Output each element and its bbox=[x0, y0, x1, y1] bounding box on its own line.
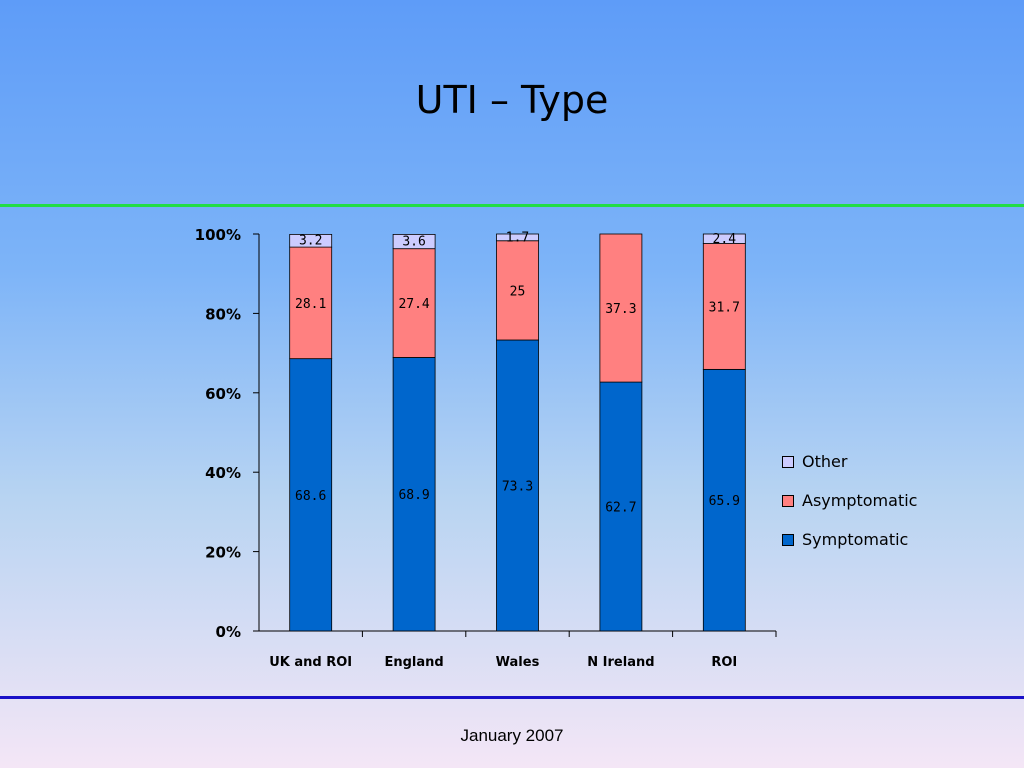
data-label-asymptomatic-england: 27.4 bbox=[398, 297, 429, 312]
data-label-asymptomatic-uk-and-roi: 28.1 bbox=[295, 297, 326, 312]
legend-label-other: Other bbox=[802, 452, 848, 471]
bar-asymptomatic-n-ireland bbox=[599, 233, 643, 383]
bottom-divider bbox=[0, 696, 1024, 699]
y-tick-label: 0% bbox=[216, 623, 241, 641]
x-category-label: England bbox=[384, 655, 443, 670]
chart-legend: Other Asymptomatic Symptomatic bbox=[782, 442, 917, 559]
bar-asymptomatic-roi bbox=[702, 243, 746, 370]
bar-other-roi bbox=[702, 233, 746, 244]
data-label-asymptomatic-n-ireland: 37.3 bbox=[605, 302, 636, 317]
x-category-label: Wales bbox=[496, 655, 540, 670]
legend-item-asymptomatic: Asymptomatic bbox=[782, 481, 917, 520]
data-label-other-roi: 2.4 bbox=[713, 232, 737, 247]
bar-other-wales bbox=[496, 233, 539, 242]
y-tick-label: 100% bbox=[195, 226, 241, 244]
y-tick-label: 40% bbox=[205, 464, 241, 482]
bar-symptomatic-england bbox=[392, 357, 436, 632]
data-label-symptomatic-n-ireland: 62.7 bbox=[605, 501, 636, 516]
footer-date: January 2007 bbox=[460, 726, 564, 745]
legend-label-asymptomatic: Asymptomatic bbox=[802, 491, 918, 510]
legend-item-symptomatic: Symptomatic bbox=[782, 520, 917, 559]
legend-item-other: Other bbox=[782, 442, 917, 481]
bar-symptomatic-n-ireland bbox=[599, 381, 643, 632]
legend-swatch-asymptomatic bbox=[782, 494, 794, 507]
data-label-symptomatic-uk-and-roi: 68.6 bbox=[295, 489, 326, 504]
x-category-label: ROI bbox=[711, 655, 737, 670]
y-tick-label: 20% bbox=[205, 544, 241, 562]
data-label-other-uk-and-roi: 3.2 bbox=[299, 234, 322, 249]
top-divider bbox=[0, 204, 1024, 207]
bar-asymptomatic-wales bbox=[496, 240, 539, 341]
data-label-other-england: 3.6 bbox=[402, 235, 425, 250]
slide-title: UTI – Type bbox=[415, 78, 609, 122]
bar-symptomatic-roi bbox=[702, 368, 746, 632]
data-label-symptomatic-wales: 73.3 bbox=[502, 479, 533, 494]
bar-other-uk-and-roi bbox=[289, 233, 333, 248]
data-label-symptomatic-roi: 65.9 bbox=[709, 494, 740, 509]
data-label-symptomatic-england: 68.9 bbox=[398, 488, 429, 503]
bar-symptomatic-wales bbox=[496, 339, 539, 632]
x-category-label: UK and ROI bbox=[269, 655, 352, 670]
bar-asymptomatic-england bbox=[392, 248, 436, 358]
y-tick-label: 60% bbox=[205, 385, 241, 403]
bar-symptomatic-uk-and-roi bbox=[289, 358, 333, 632]
data-label-asymptomatic-wales: 25 bbox=[510, 284, 526, 299]
data-label-asymptomatic-roi: 31.7 bbox=[709, 300, 740, 315]
legend-label-symptomatic: Symptomatic bbox=[802, 530, 909, 549]
y-tick-label: 80% bbox=[205, 305, 241, 323]
x-category-label: N Ireland bbox=[587, 655, 654, 670]
data-label-other-wales: 1.7 bbox=[506, 230, 529, 245]
legend-swatch-other bbox=[782, 455, 794, 468]
bar-other-england bbox=[392, 233, 436, 250]
legend-swatch-symptomatic bbox=[782, 533, 794, 546]
